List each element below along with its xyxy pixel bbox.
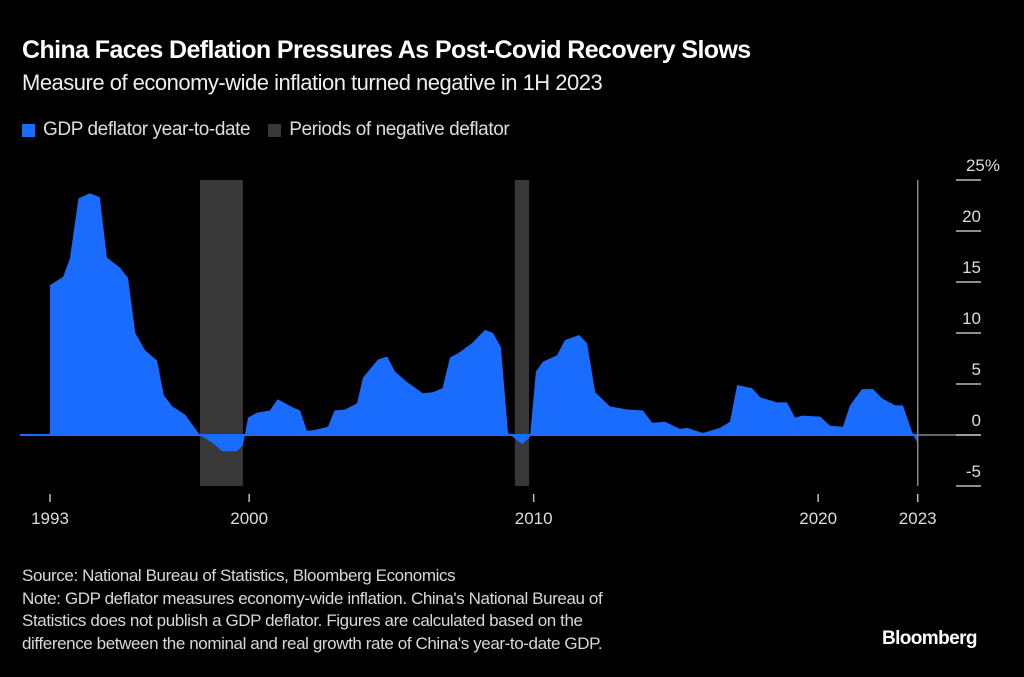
legend: GDP deflator year-to-date Periods of neg… xyxy=(22,119,527,141)
legend-label: GDP deflator year-to-date xyxy=(43,119,251,140)
legend-swatch-blue xyxy=(22,123,35,137)
y-tick-label: 25% xyxy=(966,156,1000,175)
x-tick-label: 2020 xyxy=(799,509,837,528)
x-tick-label: 2023 xyxy=(899,509,937,528)
x-tick-label: 1993 xyxy=(31,509,69,528)
y-tick-label: -5 xyxy=(966,462,981,481)
legend-label: Periods of negative deflator xyxy=(289,119,510,140)
y-tick-label: 20 xyxy=(962,207,981,226)
footer-notes: Source: National Bureau of Statistics, B… xyxy=(22,565,603,655)
y-tick-label: 5 xyxy=(972,360,981,379)
deflator-area xyxy=(50,193,917,452)
y-tick-label: 10 xyxy=(962,309,981,328)
x-tick-label: 2010 xyxy=(515,509,553,528)
y-tick-label: 0 xyxy=(972,411,981,430)
note-line: Note: GDP deflator measures economy-wide… xyxy=(22,588,603,608)
legend-item-negative-periods: Periods of negative deflator xyxy=(268,119,510,141)
negative-period-shading xyxy=(514,180,530,486)
bloomberg-logo: Bloomberg xyxy=(882,628,977,649)
x-tick-label: 2000 xyxy=(230,509,268,528)
chart-title: China Faces Deflation Pressures As Post-… xyxy=(22,36,751,64)
note-line: difference between the nominal and real … xyxy=(22,633,603,653)
y-tick-label: 15 xyxy=(962,258,981,277)
legend-swatch-grey xyxy=(268,123,282,137)
chart-subtitle: Measure of economy-wide inflation turned… xyxy=(22,70,603,95)
source-text: Source: National Bureau of Statistics, B… xyxy=(22,566,456,585)
legend-item-deflator: GDP deflator year-to-date xyxy=(22,119,251,141)
note-line: Statistics does not publish a GDP deflat… xyxy=(22,611,583,630)
